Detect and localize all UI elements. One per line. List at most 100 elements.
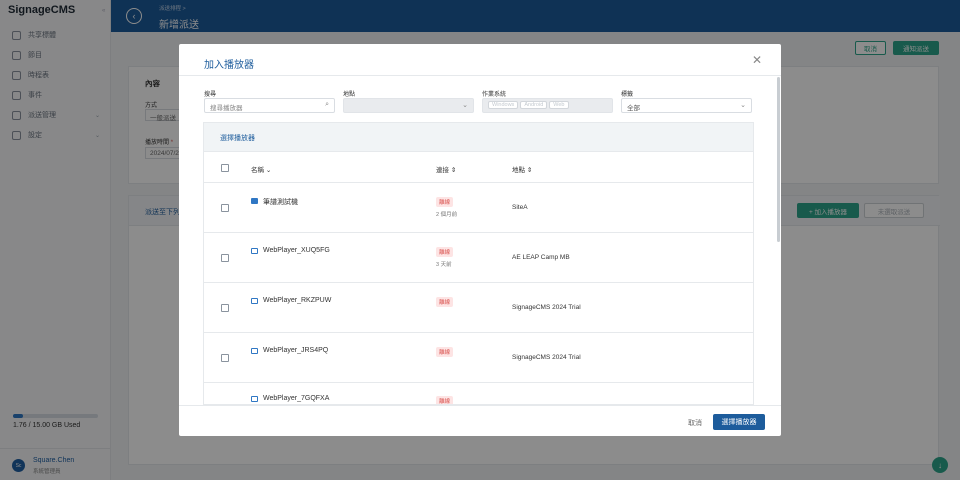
dialog-footer: 取消 選擇播放器 — [179, 405, 781, 436]
user-role: 系統管理員 — [33, 469, 61, 475]
select-player-button[interactable]: 選擇播放器 — [713, 414, 765, 430]
windows-icon — [251, 198, 258, 204]
web-player-icon — [251, 248, 258, 254]
table-row[interactable]: WebPlayer_XUQ5FG 離線 3 天前 AE LEAP Camp MB — [204, 233, 753, 283]
column-header-connection[interactable]: 連接 ⇕ — [436, 164, 456, 174]
folder-icon — [12, 30, 21, 40]
remove-dispatch-button[interactable]: 未選取派送 — [864, 203, 924, 218]
player-table: 選擇播放器 名稱 ⌄ 連接 ⇕ 地點 ⇕ 筆譜測試機 離線 2 個月前 Site… — [203, 122, 754, 405]
sidebar-item-programs[interactable]: 節目 — [12, 49, 100, 61]
os-label: 作業系統 — [482, 92, 507, 98]
table-row[interactable]: 筆譜測試機 離線 2 個月前 SiteA — [204, 183, 753, 233]
chevron-down-icon: ⌄ — [94, 132, 100, 139]
sidebar-item-events[interactable]: 事件 — [12, 89, 100, 101]
select-all-checkbox[interactable] — [221, 164, 229, 172]
method-label: 方式 — [145, 103, 158, 109]
add-player-button[interactable]: + 加入播放器 — [797, 203, 859, 218]
collapse-sidebar-icon[interactable]: « — [102, 8, 106, 14]
status-badge: 離線 — [436, 297, 454, 307]
add-player-dialog: 加入播放器 ✕ 搜尋 搜尋播放器 ⌕ 地點 ⌄ 作業系統 Windows Andr… — [179, 44, 781, 436]
os-chip-web: Web — [549, 101, 569, 109]
player-location: AE LEAP Camp MB — [512, 254, 570, 261]
tag-select[interactable]: 全部 ⌄ — [621, 98, 752, 113]
table-row[interactable]: WebPlayer_JRS4PQ 離線 SignageCMS 2024 Tria… — [204, 333, 753, 383]
cancel-button[interactable]: 取消 — [855, 41, 886, 55]
status-badge: 離線 — [436, 347, 454, 357]
os-chip-android: Android — [520, 101, 548, 109]
status-badge: 離線 — [436, 396, 454, 404]
row-checkbox[interactable] — [221, 254, 229, 262]
sort-icon: ⌄ — [265, 167, 272, 174]
sidebar-item-label: 共享標體 — [28, 32, 56, 39]
table-row[interactable]: WebPlayer_RKZPUW 離線 SignageCMS 2024 Tria… — [204, 283, 753, 333]
user-name: Square.Chen — [33, 457, 75, 464]
last-seen: 3 天前 — [436, 262, 452, 268]
sidebar-item-label: 節目 — [28, 52, 42, 59]
close-icon[interactable]: ✕ — [752, 53, 763, 67]
column-connection-label: 連接 — [436, 167, 449, 174]
sort-icon: ⇕ — [450, 167, 457, 174]
sidebar-item-settings[interactable]: 設定 ⌄ — [12, 129, 100, 141]
player-location: SignageCMS 2024 Trial — [512, 354, 581, 361]
sidebar-item-schedule[interactable]: 時程表 — [12, 69, 100, 81]
notify-dispatch-button[interactable]: 通知派送 — [893, 41, 939, 55]
dialog-cancel-button[interactable]: 取消 — [688, 420, 702, 427]
search-icon: ⌕ — [325, 101, 329, 108]
tag-value: 全部 — [627, 105, 640, 112]
dispatch-target-title: 派送至下列 — [145, 209, 180, 216]
player-location: SignageCMS 2024 Trial — [512, 304, 581, 311]
content-title: 內容 — [145, 79, 160, 88]
column-header-name[interactable]: 名稱 ⌄ — [251, 164, 271, 174]
chevron-down-icon: ⌄ — [740, 102, 746, 109]
column-location-label: 地點 — [512, 167, 525, 174]
gear-icon — [12, 130, 21, 140]
page-header: ‹ 派送排程 > 新增派送 — [111, 0, 960, 32]
chevron-down-icon: ⌄ — [94, 112, 100, 119]
app-logo: SignageCMS — [8, 4, 76, 16]
player-name: WebPlayer_7GQFXA — [263, 395, 330, 402]
column-header-location[interactable]: 地點 ⇕ — [512, 164, 532, 174]
table-header: 名稱 ⌄ 連接 ⇕ 地點 ⇕ — [204, 152, 753, 183]
sidebar-item-label: 事件 — [28, 92, 42, 99]
storage-progress-fill — [13, 414, 23, 418]
sidebar-item-dispatch[interactable]: 派送管理 ⌄ — [12, 109, 100, 121]
storage-usage-text: 1.76 / 15.00 GB Used — [13, 422, 81, 429]
row-checkbox[interactable] — [221, 204, 229, 212]
event-icon — [12, 90, 21, 100]
status-badge: 離線 — [436, 197, 454, 207]
sidebar-item-label: 設定 — [28, 132, 42, 139]
location-select: ⌄ — [343, 98, 474, 113]
program-icon — [12, 50, 21, 60]
dialog-title: 加入播放器 — [204, 60, 254, 71]
storage-progress-bar — [13, 414, 98, 418]
table-row[interactable]: WebPlayer_7GQFXA 離線 — [204, 383, 753, 404]
player-name: WebPlayer_RKZPUW — [263, 297, 332, 304]
player-name: WebPlayer_JRS4PQ — [263, 347, 329, 354]
page-title: 新增派送 — [159, 20, 199, 31]
required-mark: * — [170, 140, 174, 146]
search-input[interactable]: 搜尋播放器 ⌕ — [204, 98, 335, 113]
sidebar: SignageCMS « 共享標體 節目 時程表 事件 派送管理 ⌄ 設定 ⌄ … — [0, 0, 111, 480]
tag-label: 標籤 — [621, 92, 634, 98]
chevron-down-icon: ⌄ — [462, 102, 468, 109]
search-placeholder: 搜尋播放器 — [210, 105, 243, 112]
status-badge: 離線 — [436, 247, 454, 257]
download-icon[interactable]: ↓ — [932, 457, 948, 473]
scrollbar[interactable] — [777, 77, 780, 242]
location-label: 地點 — [343, 92, 356, 98]
row-checkbox[interactable] — [221, 354, 229, 362]
player-name: 筆譜測試機 — [263, 199, 298, 206]
divider — [179, 75, 781, 76]
user-profile[interactable]: Sc Square.Chen 系統管理員 — [0, 448, 111, 480]
sidebar-item-label: 派送管理 — [28, 112, 56, 119]
table-caption: 選擇播放器 — [220, 135, 255, 142]
send-icon — [12, 110, 21, 120]
row-checkbox[interactable] — [221, 304, 229, 312]
calendar-icon — [12, 70, 21, 80]
back-button[interactable]: ‹ — [126, 8, 142, 24]
web-player-icon — [251, 298, 258, 304]
table-caption-bar: 選擇播放器 — [204, 123, 753, 152]
sidebar-item-shared-media[interactable]: 共享標體 — [12, 29, 100, 41]
breadcrumb[interactable]: 派送排程 > — [159, 6, 186, 12]
avatar: Sc — [12, 459, 25, 472]
